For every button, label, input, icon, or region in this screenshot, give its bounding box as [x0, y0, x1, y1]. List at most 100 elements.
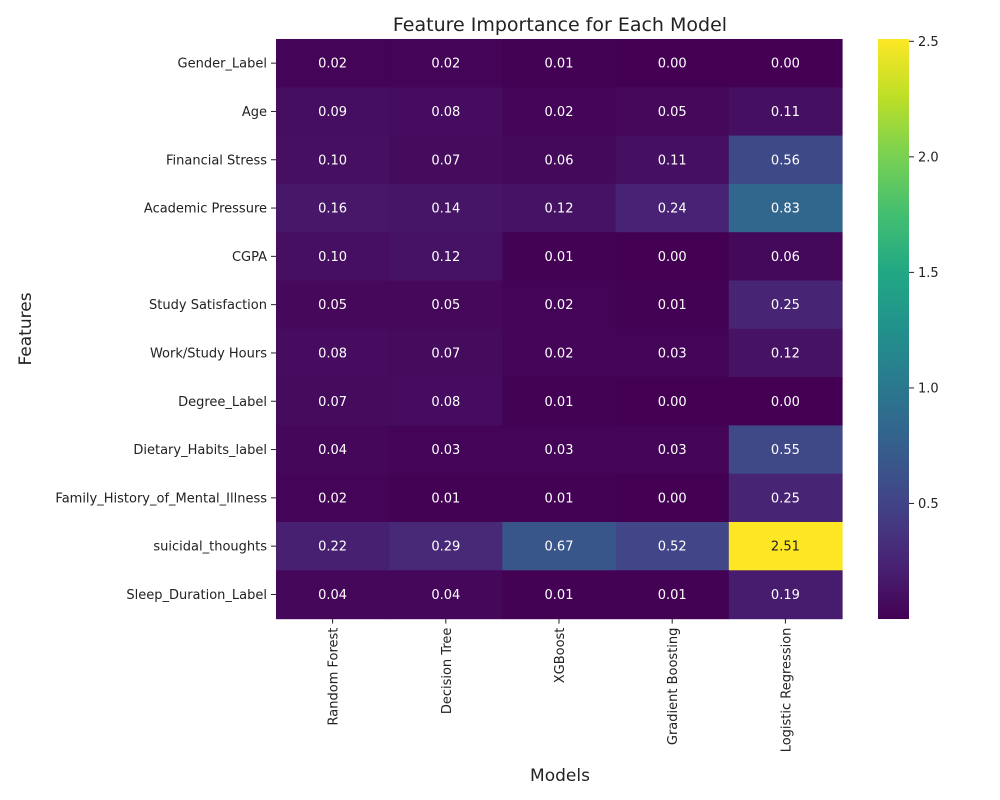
heatmap-cell [389, 473, 503, 523]
heatmap-cell [389, 328, 503, 378]
heatmap-cell [615, 135, 730, 185]
cell-value-label: 0.25 [771, 491, 800, 506]
x-axis-label: Models [530, 766, 590, 786]
cell-value-label: 0.10 [318, 153, 347, 168]
heatmap-cell [389, 522, 503, 571]
cell-value-label: 0.07 [431, 346, 460, 361]
cell-value-label: 0.05 [431, 298, 460, 313]
heatmap-cell [615, 473, 730, 523]
cell-value-label: 0.01 [545, 250, 574, 265]
cell-value-label: 0.04 [318, 588, 347, 603]
heatmap-cell [276, 183, 390, 233]
cell-value-label: 0.55 [771, 443, 800, 458]
cell-value-label: 0.09 [318, 105, 347, 120]
cell-value-label: 0.02 [431, 57, 460, 72]
heatmap-cell [389, 135, 503, 185]
cell-annotations: 0.02 0.02 0.01 0.00 0.00 0.09 0.08 0.02 0.05 0.11… [318, 57, 800, 603]
heatmap-cell [728, 183, 843, 233]
cell-value-label: 0.01 [431, 491, 460, 506]
cell-value-label: 0.04 [431, 588, 460, 603]
cell-value-label: 0.01 [658, 588, 687, 603]
heatmap-cell [502, 377, 617, 426]
heatmap-cell [728, 522, 843, 571]
chart-title: Feature Importance for Each Model [393, 14, 727, 36]
x-tick-label: Random Forest [327, 628, 342, 726]
heatmap-cell [389, 280, 503, 330]
cell-value-label: 0.67 [545, 540, 574, 555]
heatmap-cell [389, 377, 503, 426]
heatmap-cell [502, 473, 617, 523]
heatmap-cell [615, 328, 730, 378]
cell-value-label: 0.08 [318, 346, 347, 361]
y-axis-label: Features [16, 292, 36, 365]
y-tick-label: Family_History_of_Mental_Illness [55, 491, 267, 506]
heatmap-cell [728, 39, 843, 88]
cell-value-label: 0.24 [658, 202, 687, 217]
x-tick-label: Logistic Regression [779, 628, 794, 753]
heatmap-cell [728, 570, 843, 620]
cell-value-label: 0.02 [318, 491, 347, 506]
heatmap-cell [502, 135, 617, 185]
cell-value-label: 0.02 [545, 105, 574, 120]
heatmap-cell [276, 522, 390, 571]
cell-value-label: 0.02 [545, 298, 574, 313]
heatmap-cell [276, 280, 390, 330]
heatmap-cell [389, 39, 503, 88]
y-tick-label: Study Satisfaction [149, 298, 267, 313]
cell-value-label: 0.01 [545, 491, 574, 506]
cell-value-label: 0.03 [545, 443, 574, 458]
cell-value-label: 0.03 [431, 443, 460, 458]
cell-value-label: 0.01 [545, 588, 574, 603]
colorbar-tick-label: 1.0 [918, 381, 939, 396]
cell-value-label: 0.05 [658, 105, 687, 120]
colorbar-ticks: 0.5 1.0 1.5 2.0 2.5 [909, 35, 939, 512]
heatmap-cell [276, 39, 390, 88]
heatmap-cell [615, 425, 730, 475]
heatmap-cell [502, 328, 617, 378]
cell-value-label: 0.00 [658, 57, 687, 72]
x-tick-label: Decision Tree [440, 628, 455, 715]
cell-value-label: 0.16 [318, 202, 347, 217]
y-tick-label: Dietary_Habits_label [133, 443, 267, 458]
cell-value-label: 0.00 [658, 491, 687, 506]
heatmap-cell [502, 570, 617, 620]
cell-value-label: 0.05 [318, 298, 347, 313]
heatmap-cell [615, 570, 730, 620]
heatmap-cell [615, 183, 730, 233]
y-tick-label: Gender_Label [178, 57, 267, 72]
heatmap-cell [502, 87, 617, 137]
heatmap-cell [502, 280, 617, 330]
cell-value-label: 0.01 [545, 395, 574, 410]
colorbar-tick-label: 2.5 [918, 35, 939, 50]
heatmap-cell [728, 377, 843, 426]
x-axis-ticks: Random Forest Decision Tree XGBoost Gradien… [327, 618, 794, 753]
cell-value-label: 0.52 [658, 540, 687, 555]
y-tick-label: Degree_Label [178, 395, 267, 410]
heatmap-cell [728, 135, 843, 185]
heatmap-cell [728, 425, 843, 475]
heatmap-cell [728, 280, 843, 330]
y-tick-label: Work/Study Hours [150, 346, 267, 361]
x-tick-label: XGBoost [553, 628, 568, 684]
heatmap-cell [502, 183, 617, 233]
heatmap-cell [615, 280, 730, 330]
heatmap-cell [389, 183, 503, 233]
cell-value-label: 0.01 [545, 57, 574, 72]
cell-value-label: 0.25 [771, 298, 800, 313]
cell-value-label: 0.07 [318, 395, 347, 410]
cell-value-label: 0.06 [771, 250, 800, 265]
heatmap-cell [276, 377, 390, 426]
cell-value-label: 0.03 [658, 346, 687, 361]
cell-value-label: 0.04 [318, 443, 347, 458]
heatmap-cell [615, 377, 730, 426]
cell-value-label: 0.03 [658, 443, 687, 458]
cell-value-label: 0.22 [318, 540, 347, 555]
heatmap-cell [728, 328, 843, 378]
cell-value-label: 0.12 [431, 250, 460, 265]
heatmap-cells [276, 39, 843, 620]
colorbar [878, 39, 909, 619]
heatmap-cell [728, 232, 843, 282]
heatmap-cell [276, 87, 390, 137]
cell-value-label: 0.08 [431, 105, 460, 120]
